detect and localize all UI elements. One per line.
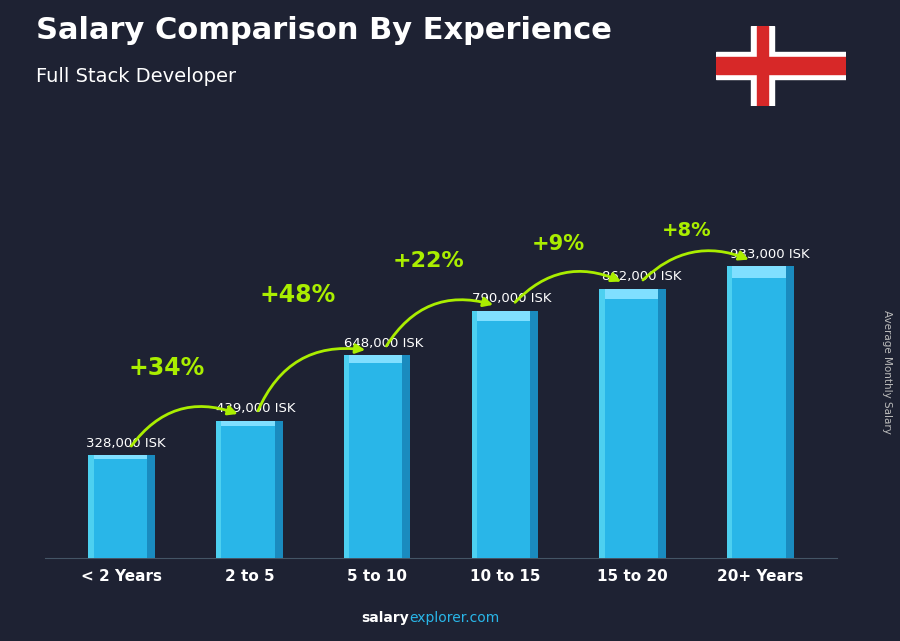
Bar xyxy=(757,26,769,106)
FancyBboxPatch shape xyxy=(472,311,538,558)
Text: +48%: +48% xyxy=(260,283,336,307)
Text: 648,000 ISK: 648,000 ISK xyxy=(344,337,423,350)
Bar xyxy=(605,288,658,299)
Text: 790,000 ISK: 790,000 ISK xyxy=(472,292,551,306)
Bar xyxy=(751,26,774,106)
Bar xyxy=(727,267,733,558)
Text: +34%: +34% xyxy=(128,356,204,380)
Bar xyxy=(94,455,147,460)
Bar xyxy=(716,52,846,79)
Bar xyxy=(402,355,410,558)
Bar xyxy=(274,420,283,558)
Text: 862,000 ISK: 862,000 ISK xyxy=(602,270,681,283)
Bar xyxy=(477,311,530,321)
Text: Salary Comparison By Experience: Salary Comparison By Experience xyxy=(36,16,612,45)
Text: Full Stack Developer: Full Stack Developer xyxy=(36,67,236,87)
Text: +22%: +22% xyxy=(392,251,464,271)
Text: 328,000 ISK: 328,000 ISK xyxy=(86,437,166,450)
Bar xyxy=(216,420,221,558)
Text: +9%: +9% xyxy=(532,234,585,254)
Bar xyxy=(344,355,349,558)
FancyBboxPatch shape xyxy=(88,455,155,558)
Bar xyxy=(786,267,794,558)
FancyBboxPatch shape xyxy=(599,288,666,558)
Text: salary: salary xyxy=(362,611,410,625)
Bar xyxy=(530,311,538,558)
FancyBboxPatch shape xyxy=(344,355,410,558)
Bar xyxy=(221,420,274,426)
Bar xyxy=(349,355,402,363)
FancyBboxPatch shape xyxy=(727,267,794,558)
FancyBboxPatch shape xyxy=(216,420,283,558)
Text: Average Monthly Salary: Average Monthly Salary xyxy=(881,310,892,434)
Text: explorer.com: explorer.com xyxy=(410,611,500,625)
Text: +8%: +8% xyxy=(662,221,711,240)
Bar xyxy=(472,311,477,558)
Bar xyxy=(88,455,94,558)
Bar xyxy=(147,455,155,558)
Bar xyxy=(733,267,786,278)
Bar xyxy=(599,288,605,558)
Text: 439,000 ISK: 439,000 ISK xyxy=(216,402,296,415)
Text: 933,000 ISK: 933,000 ISK xyxy=(730,248,809,261)
Bar xyxy=(658,288,666,558)
Bar xyxy=(716,57,846,74)
